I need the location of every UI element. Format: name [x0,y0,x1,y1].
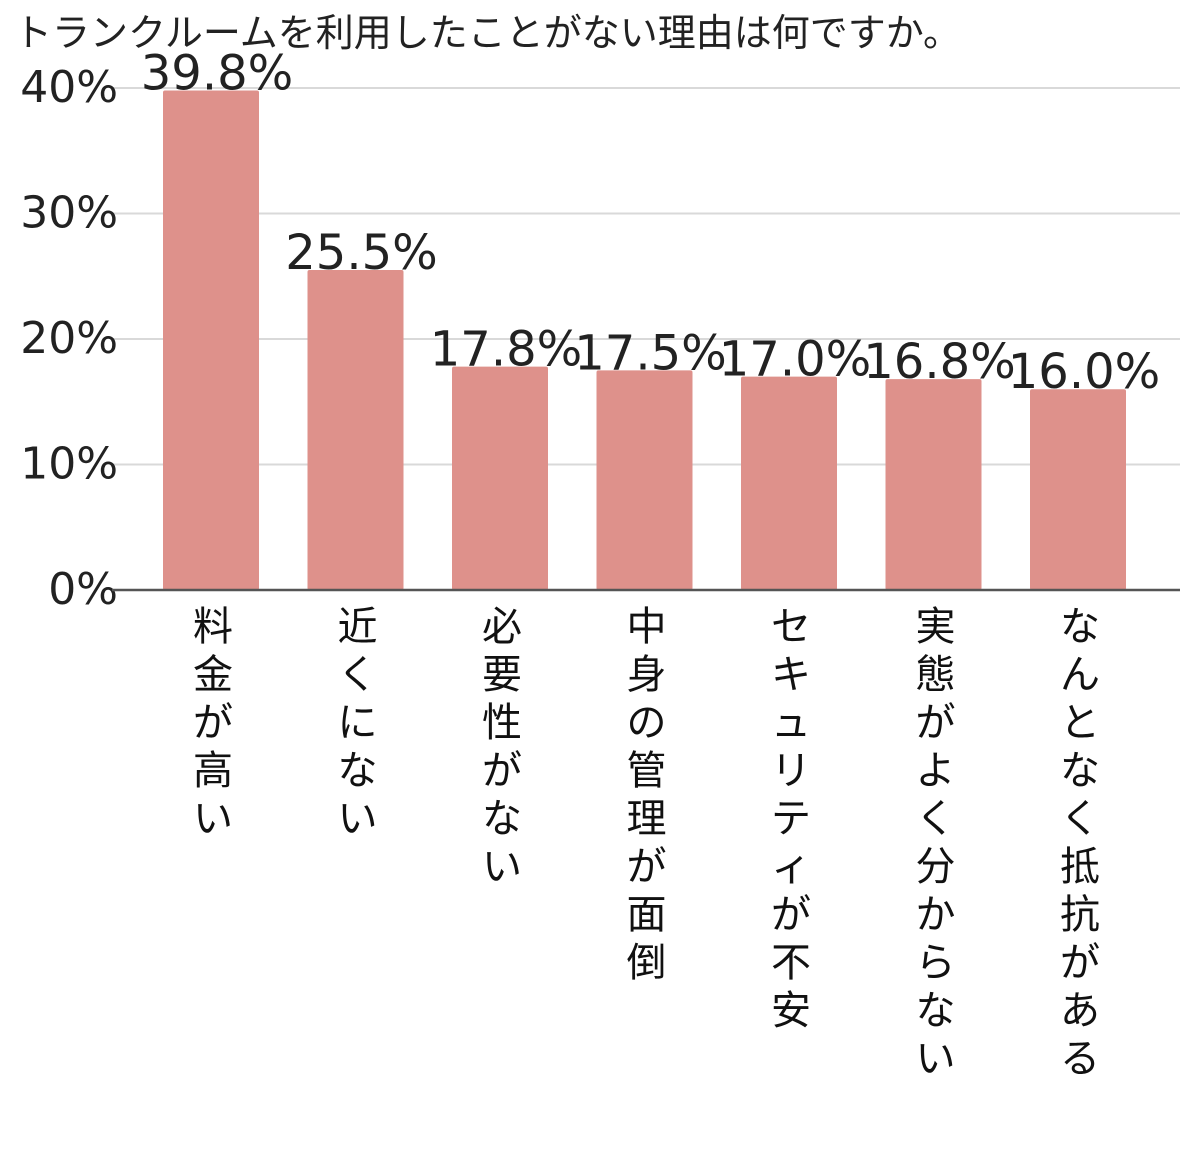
data-label: 39.8% [141,46,293,102]
bar [1030,389,1126,590]
bar [452,366,548,590]
category-label: 近くにない [338,604,378,842]
bar [163,90,259,590]
y-tick-label: 30% [20,188,118,239]
data-label: 17.5% [574,325,726,381]
bar [307,269,404,590]
data-label: 16.8% [863,334,1015,390]
category-label: 実態がよく分からない [916,604,956,1082]
bars [163,90,1126,590]
category-label: 中身の管理が面倒 [627,604,667,986]
category-label: セキュリティが不安 [771,604,811,1034]
bar [596,370,693,590]
data-label: 16.0% [1008,344,1160,400]
category-labels: 料金が高い 近くにない 必要性がない 中身の管理が面倒 セキュリティが不安 実態がよく分か… [193,604,1100,1082]
bar [885,379,982,590]
gridlines [112,87,1180,466]
chart-title: トランクルームを利用したことがない理由は何ですか。 [14,11,961,55]
y-tick-label: 40% [20,62,118,113]
category-label: なんとなく抵抗がある [1060,604,1100,1082]
y-tick-label: 20% [20,313,118,364]
data-labels: 39.8% 25.5% 17.8%17.5%17.0%16.8%16.0% [141,46,1160,401]
data-label: 17.0% [719,332,871,388]
bar [741,376,837,590]
data-label: 25.5% [285,225,437,281]
y-tick-label: 0% [48,564,118,615]
y-axis-tick-labels: 0% 10% 20% 30% 40% [20,62,118,615]
data-label: 17.8% [430,322,582,378]
category-label: 料金が高い [193,604,233,842]
category-label: 必要性がない [482,604,522,890]
y-tick-label: 10% [20,439,118,490]
